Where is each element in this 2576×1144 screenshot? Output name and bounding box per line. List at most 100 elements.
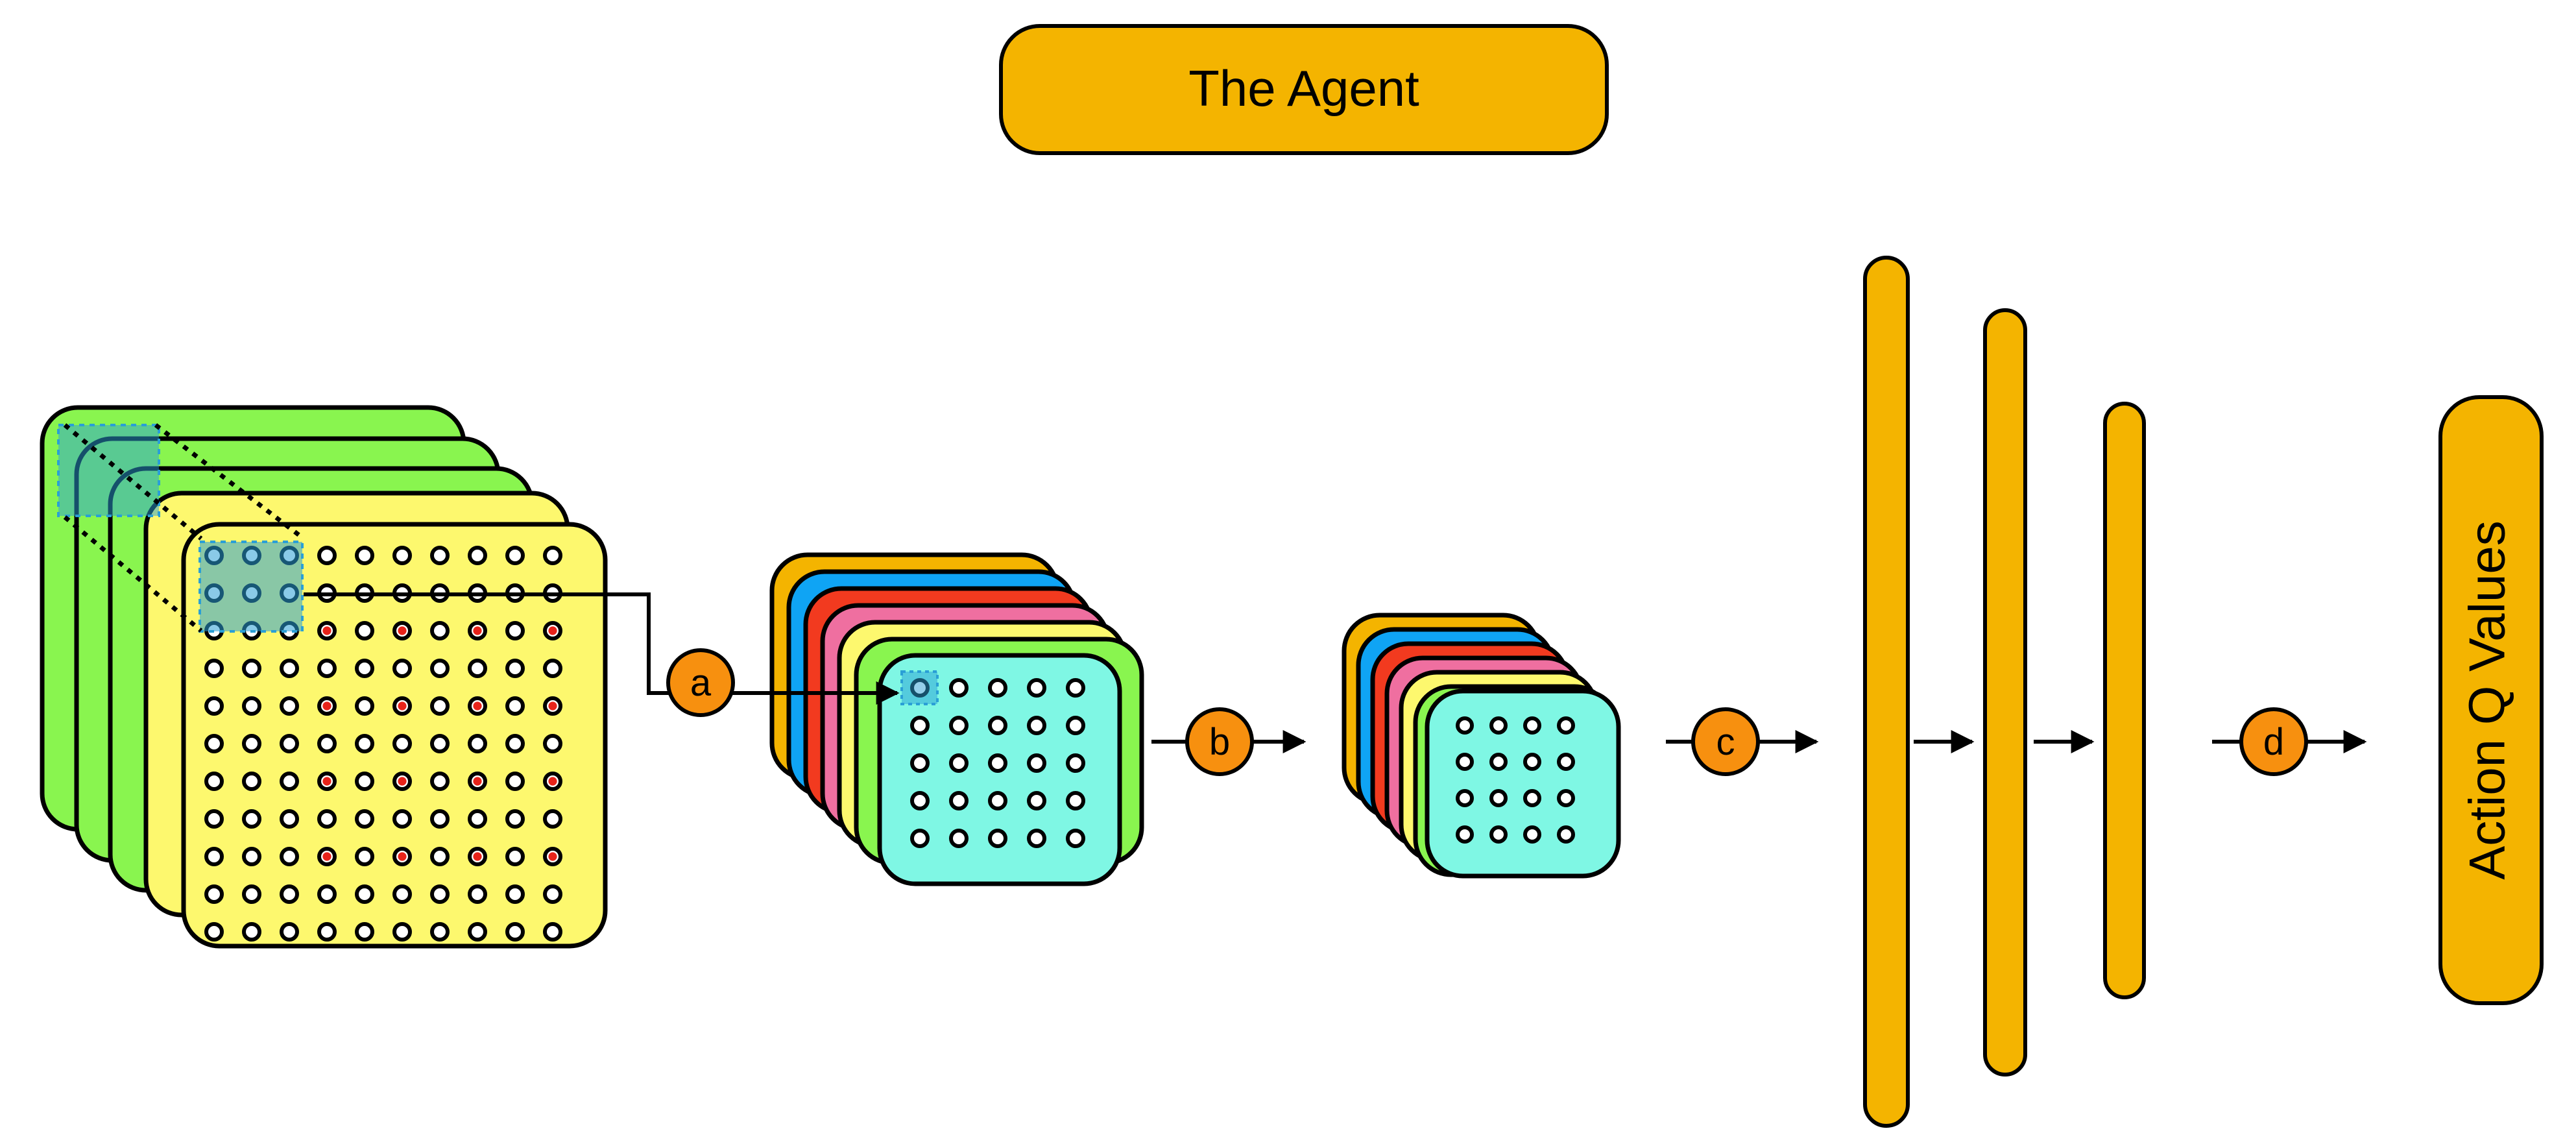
- input-pixel-active: [473, 777, 482, 786]
- conv1-output-unit-highlight: [900, 670, 939, 705]
- input-pixel: [505, 734, 525, 753]
- conv1-unit: [1066, 791, 1085, 810]
- input-pixel: [242, 809, 261, 829]
- input-pixel-active: [322, 777, 331, 786]
- input-pixel: [468, 659, 487, 678]
- step-badge-b: b: [1185, 707, 1254, 776]
- conv2-unit: [1489, 825, 1508, 844]
- input-pixel: [204, 884, 224, 904]
- input-pixel: [355, 659, 374, 678]
- conv2-unit: [1557, 753, 1575, 771]
- action-q-values-label: Action Q Values: [2459, 520, 2516, 880]
- input-pixel: [280, 922, 299, 942]
- input-pixel: [505, 772, 525, 791]
- input-pixel: [430, 884, 450, 904]
- conv1-unit: [949, 791, 969, 810]
- input-pixel: [355, 847, 374, 866]
- input-pixel: [355, 809, 374, 829]
- conv1-unit: [949, 753, 969, 773]
- input-pixel-active: [548, 852, 557, 861]
- input-pixel: [204, 847, 224, 866]
- input-pixel: [317, 922, 337, 942]
- input-pixel: [505, 884, 525, 904]
- conv1-unit: [949, 678, 969, 698]
- input-pixel: [392, 734, 412, 753]
- input-pixel: [543, 546, 562, 565]
- input-pixel: [242, 659, 261, 678]
- input-pixel: [317, 659, 337, 678]
- agent-title-box: The Agent: [999, 24, 1609, 155]
- input-pixel: [317, 546, 337, 565]
- conv2-unit: [1456, 825, 1474, 844]
- input-pixel: [204, 922, 224, 942]
- step-badge-c: c: [1691, 707, 1760, 776]
- input-pixel: [392, 546, 412, 565]
- input-pixel: [317, 734, 337, 753]
- conv1-unit: [988, 791, 1007, 810]
- input-pixel: [242, 734, 261, 753]
- input-pixel: [505, 659, 525, 678]
- conv2-unit: [1557, 789, 1575, 807]
- input-pixel-active: [398, 626, 407, 635]
- input-pixel: [430, 809, 450, 829]
- conv2-unit: [1456, 789, 1474, 807]
- input-pixel-active: [473, 626, 482, 635]
- conv1-unit: [1066, 678, 1085, 698]
- conv1-unit: [988, 716, 1007, 735]
- dense-layer-3: [2103, 402, 2146, 999]
- conv1-unit: [988, 678, 1007, 698]
- conv1-unit: [910, 716, 930, 735]
- input-pixel: [430, 922, 450, 942]
- input-pixel: [392, 809, 412, 829]
- input-pixel: [430, 546, 450, 565]
- action-q-values-box: Action Q Values: [2438, 395, 2544, 1005]
- input-pixel: [280, 884, 299, 904]
- conv2-feature-map: [1425, 688, 1621, 879]
- input-pixel: [242, 922, 261, 942]
- step-label-c: c: [1716, 721, 1735, 763]
- conv2-unit: [1523, 825, 1541, 844]
- input-pixel: [242, 847, 261, 866]
- conv1-unit: [1027, 716, 1046, 735]
- input-pixel: [355, 772, 374, 791]
- input-pixel-active: [322, 852, 331, 861]
- input-pixel-active: [322, 701, 331, 711]
- input-pixel: [430, 696, 450, 716]
- input-pixel: [468, 546, 487, 565]
- conv1-unit: [1066, 829, 1085, 848]
- input-pixel: [505, 847, 525, 866]
- input-pixel: [543, 734, 562, 753]
- input-pixel: [280, 734, 299, 753]
- input-pixel: [280, 809, 299, 829]
- input-pixel: [204, 809, 224, 829]
- step-label-a: a: [690, 662, 712, 704]
- input-pixel: [280, 772, 299, 791]
- conv2-unit: [1557, 825, 1575, 844]
- input-pixel-active: [398, 701, 407, 711]
- input-pixel: [468, 922, 487, 942]
- conv1-feature-map-stack: [769, 552, 1144, 886]
- conv2-unit: [1557, 716, 1575, 735]
- dense-layer-2: [1983, 308, 2027, 1077]
- input-pixel-active: [322, 626, 331, 635]
- conv1-unit: [1027, 753, 1046, 773]
- input-pixel: [242, 772, 261, 791]
- input-pixel: [505, 546, 525, 565]
- input-pixel: [355, 696, 374, 716]
- conv1-unit: [1027, 791, 1046, 810]
- kernel-window: [199, 541, 304, 633]
- conv2-unit: [1489, 716, 1508, 735]
- input-pixel: [543, 884, 562, 904]
- dense-layer-1: [1863, 256, 1910, 1128]
- input-pixel-active: [398, 777, 407, 786]
- input-pixel: [280, 659, 299, 678]
- input-pixel: [543, 809, 562, 829]
- input-pixel-active: [473, 701, 482, 711]
- input-pixel-active: [548, 626, 557, 635]
- input-pixel: [392, 659, 412, 678]
- step-badge-a: a: [666, 648, 735, 717]
- input-frame-stack: [40, 405, 608, 949]
- input-pixel: [280, 696, 299, 716]
- conv1-unit: [988, 829, 1007, 848]
